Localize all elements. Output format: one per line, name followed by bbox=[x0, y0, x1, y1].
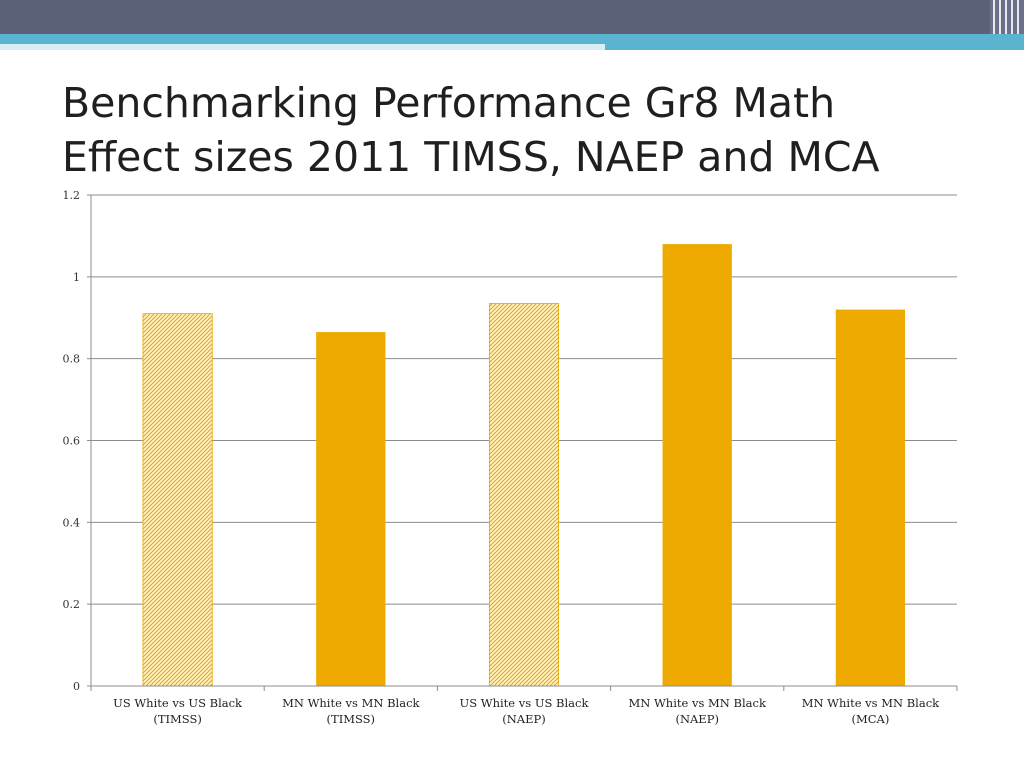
bar bbox=[662, 244, 732, 686]
y-tick-label: 0.8 bbox=[63, 353, 81, 366]
x-category-label: MN White vs MN Black bbox=[802, 696, 940, 710]
y-tick-label: 0.6 bbox=[63, 435, 81, 448]
bar bbox=[316, 332, 386, 686]
x-category-label: (NAEP) bbox=[675, 712, 718, 726]
x-category-label: MN White vs MN Black bbox=[282, 696, 420, 710]
accent-bar-highlight bbox=[0, 44, 605, 50]
slide-title: Benchmarking Performance Gr8 Math Effect… bbox=[62, 76, 1002, 184]
axes bbox=[87, 194, 958, 691]
y-tick-label: 1 bbox=[73, 271, 80, 284]
x-category-label: (TIMSS) bbox=[153, 712, 202, 726]
x-category-label: (TIMSS) bbox=[327, 712, 376, 726]
bars bbox=[142, 244, 906, 687]
bar bbox=[835, 309, 906, 686]
slide-title-line-1: Benchmarking Performance Gr8 Math bbox=[62, 79, 836, 127]
bar bbox=[488, 303, 560, 687]
y-tick-label: 0.2 bbox=[63, 598, 81, 611]
slide-title-line-2: Effect sizes 2011 TIMSS, NAEP and MCA bbox=[62, 133, 880, 181]
x-category-label: US White vs US Black bbox=[460, 696, 590, 710]
y-tick-label: 1.2 bbox=[63, 189, 81, 202]
bar bbox=[142, 313, 213, 687]
x-category-label: US White vs US Black bbox=[113, 696, 243, 710]
x-category-label: MN White vs MN Black bbox=[628, 696, 766, 710]
y-tick-label: 0.4 bbox=[63, 516, 81, 529]
x-category-label: (NAEP) bbox=[502, 712, 545, 726]
y-tick-label: 0 bbox=[73, 680, 80, 693]
axis-labels: 0 0.2 0.4 0.6 0.8 1 1.2 US White vs US Black (TI… bbox=[63, 189, 941, 726]
header-band bbox=[0, 0, 1024, 34]
x-category-label: (MCA) bbox=[851, 712, 889, 726]
